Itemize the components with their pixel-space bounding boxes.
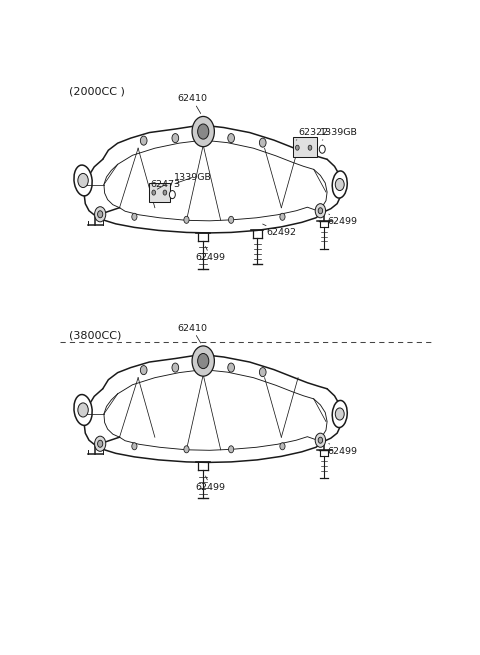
Text: 62410: 62410	[177, 94, 207, 113]
Circle shape	[335, 408, 344, 420]
Circle shape	[308, 145, 312, 150]
Circle shape	[319, 145, 325, 153]
Circle shape	[172, 363, 179, 372]
Text: 62473: 62473	[150, 180, 180, 189]
Circle shape	[163, 190, 167, 195]
Circle shape	[259, 138, 266, 147]
Circle shape	[296, 145, 299, 150]
Circle shape	[228, 446, 234, 453]
Circle shape	[259, 367, 266, 377]
Text: 62492: 62492	[263, 224, 297, 237]
Circle shape	[95, 436, 106, 451]
Circle shape	[169, 191, 175, 198]
Ellipse shape	[74, 394, 92, 425]
Text: 1339GB: 1339GB	[320, 128, 358, 140]
Circle shape	[198, 354, 209, 369]
Text: 62499: 62499	[328, 214, 358, 227]
Circle shape	[318, 437, 323, 443]
Circle shape	[228, 363, 234, 372]
Circle shape	[140, 136, 147, 145]
Circle shape	[192, 117, 215, 147]
Circle shape	[152, 190, 156, 195]
Circle shape	[315, 204, 325, 218]
Circle shape	[280, 214, 285, 220]
Circle shape	[172, 134, 179, 143]
Text: 62499: 62499	[196, 476, 226, 492]
Circle shape	[228, 134, 234, 143]
Text: 62499: 62499	[328, 443, 358, 456]
Circle shape	[78, 403, 88, 417]
Circle shape	[318, 208, 323, 214]
Circle shape	[78, 174, 88, 187]
Circle shape	[192, 346, 215, 376]
Circle shape	[97, 211, 103, 218]
Circle shape	[228, 216, 234, 223]
Circle shape	[95, 207, 106, 222]
Circle shape	[184, 446, 189, 453]
Circle shape	[97, 440, 103, 447]
Text: 62499: 62499	[196, 246, 226, 262]
Text: (2000CC ): (2000CC )	[69, 86, 125, 96]
Circle shape	[132, 443, 137, 450]
Ellipse shape	[74, 165, 92, 196]
Text: 1339GB: 1339GB	[173, 173, 211, 183]
Circle shape	[198, 124, 209, 139]
Text: (3800CC): (3800CC)	[69, 331, 121, 341]
Bar	[148, 183, 170, 202]
Text: 62322: 62322	[296, 128, 328, 140]
Ellipse shape	[332, 400, 347, 428]
Circle shape	[140, 365, 147, 375]
Circle shape	[335, 178, 344, 191]
Circle shape	[132, 214, 137, 220]
Ellipse shape	[332, 171, 347, 198]
Bar	[292, 137, 317, 157]
Circle shape	[315, 433, 325, 447]
Text: 62410: 62410	[177, 324, 207, 343]
Circle shape	[280, 443, 285, 450]
Circle shape	[184, 216, 189, 223]
